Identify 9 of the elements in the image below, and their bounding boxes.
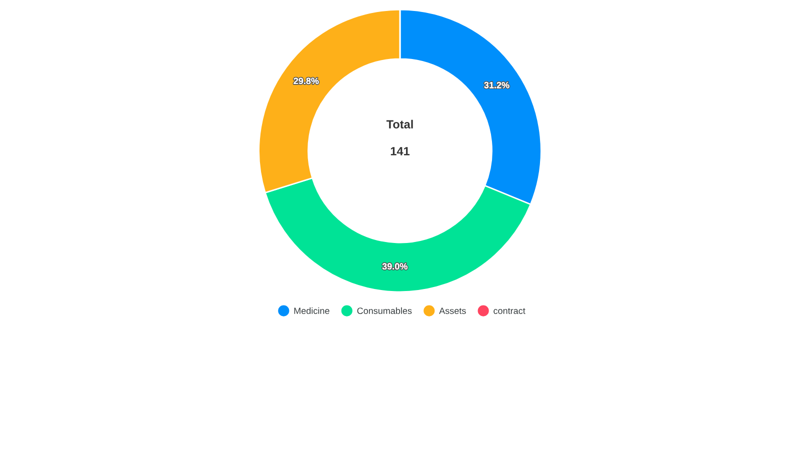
legend-label: contract (494, 308, 526, 314)
data-label: 29.8% (294, 78, 319, 84)
text: 141 (390, 147, 410, 156)
data-label: 31.2% (484, 82, 510, 88)
data-label: 39.0% (382, 263, 408, 270)
legend-label: Assets (439, 308, 466, 314)
legend-label: Consumables (357, 307, 412, 314)
legend-label: Medicine (294, 307, 330, 314)
text: Total (386, 120, 413, 129)
